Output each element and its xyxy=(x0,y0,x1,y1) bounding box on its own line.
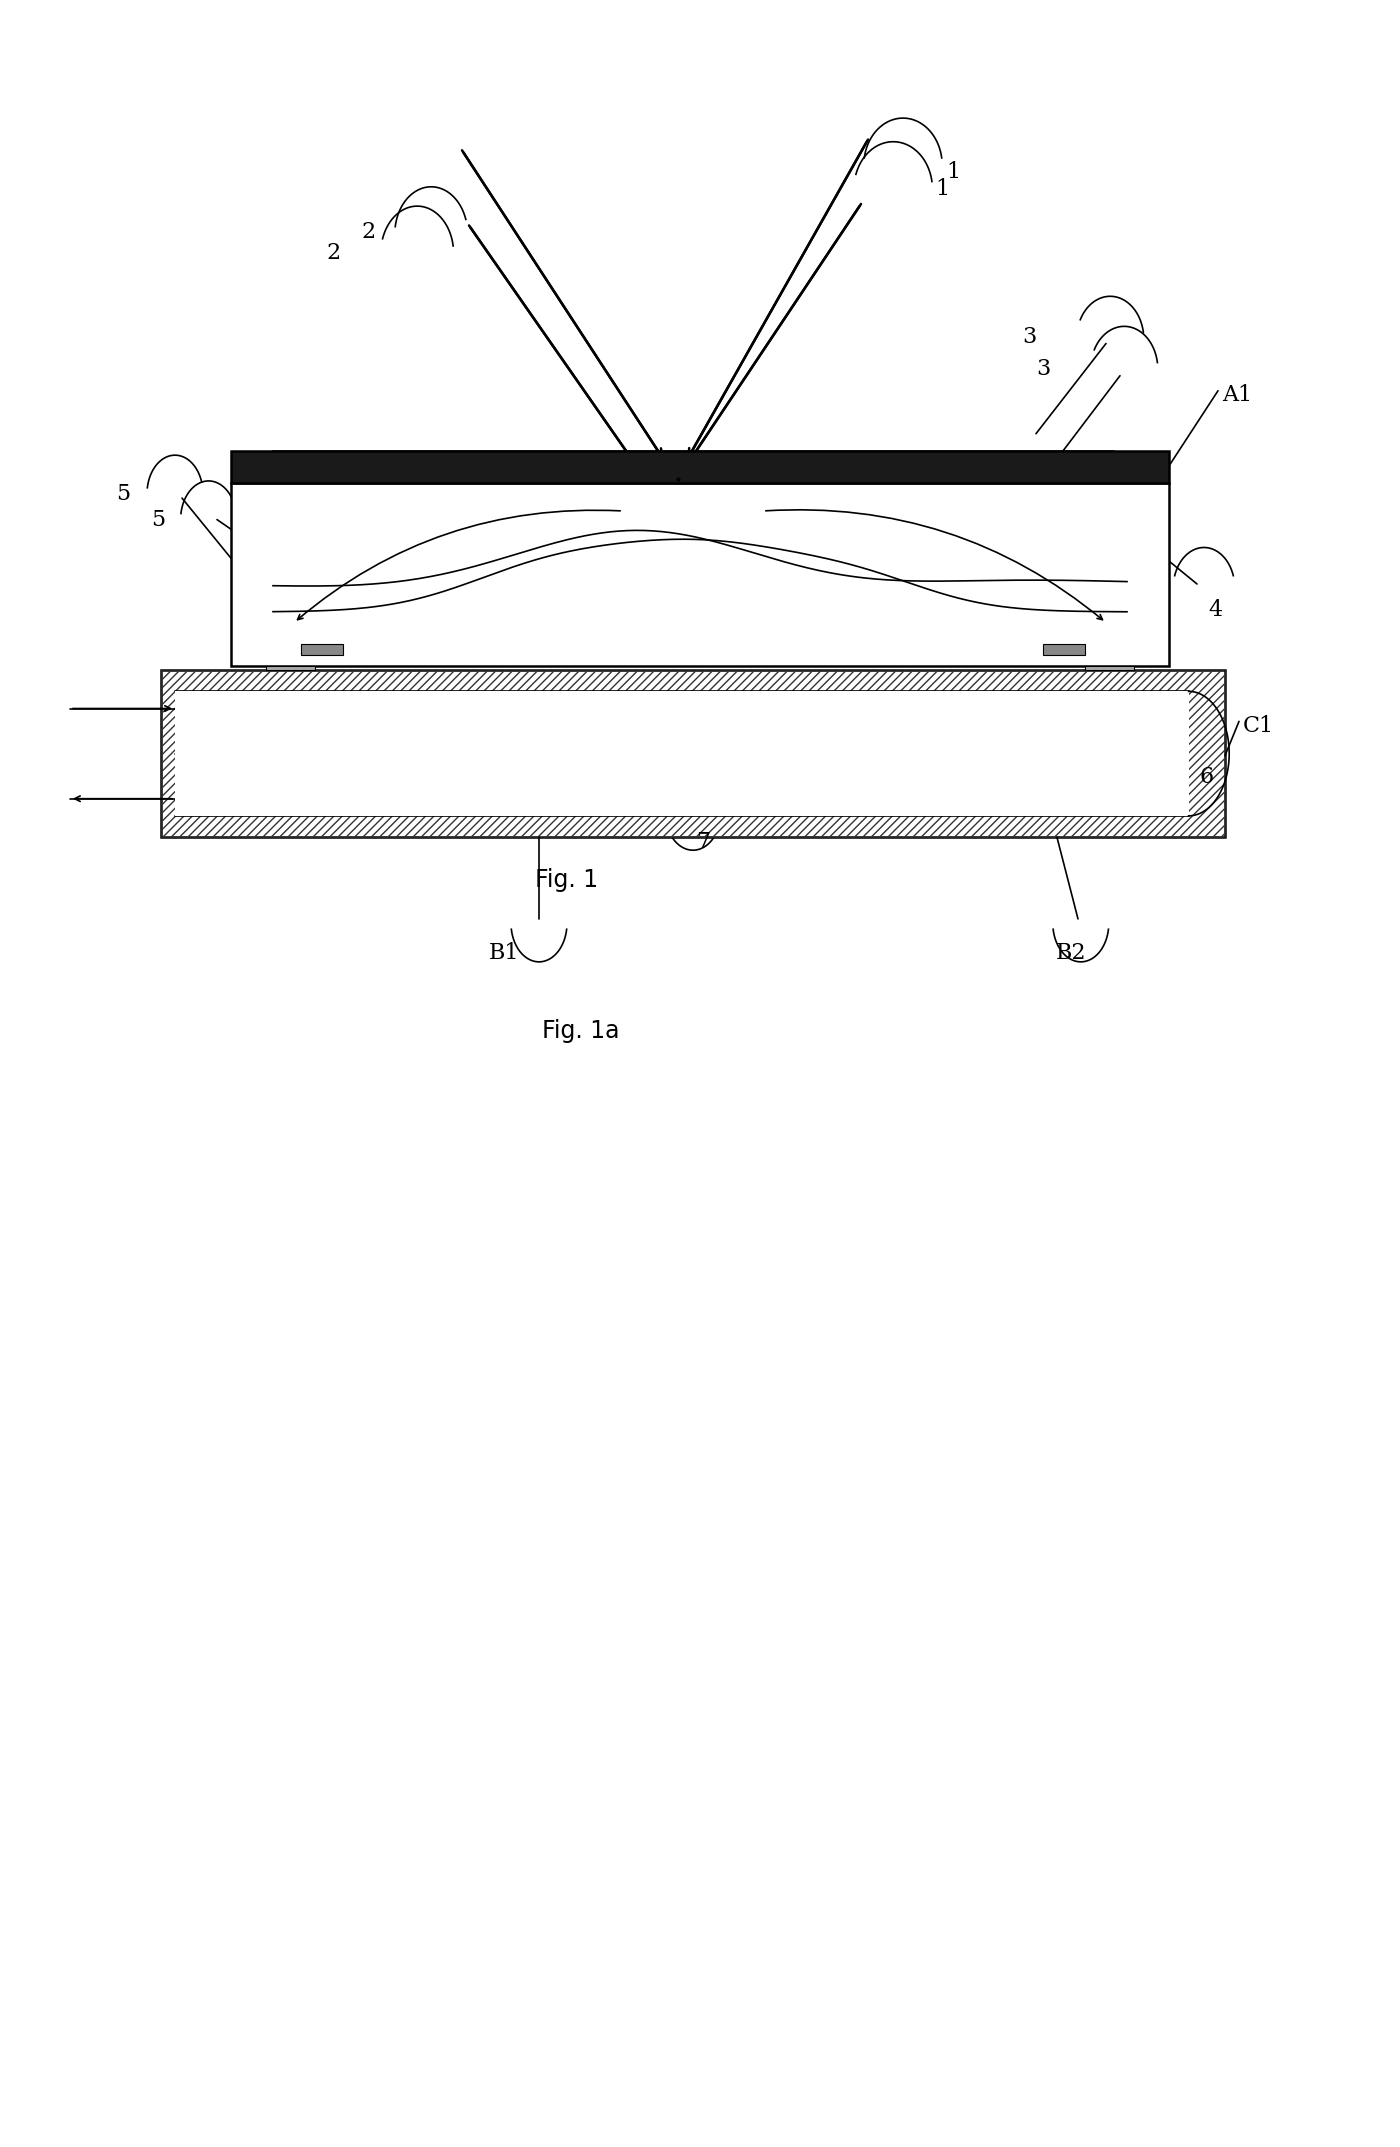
Polygon shape xyxy=(301,644,343,655)
Text: 3: 3 xyxy=(1022,326,1036,348)
Text: 7: 7 xyxy=(696,831,710,852)
Polygon shape xyxy=(273,655,1113,741)
Polygon shape xyxy=(231,483,1169,666)
Polygon shape xyxy=(161,670,1225,837)
Text: 6: 6 xyxy=(1200,766,1214,788)
Text: Fig. 1a: Fig. 1a xyxy=(542,1018,620,1043)
Text: 5: 5 xyxy=(151,509,165,530)
Text: Fig. 1: Fig. 1 xyxy=(535,867,599,893)
Text: 5: 5 xyxy=(116,483,130,505)
Text: 2: 2 xyxy=(326,243,340,264)
Polygon shape xyxy=(273,451,1113,479)
Text: B2: B2 xyxy=(1056,943,1086,964)
Text: 2: 2 xyxy=(361,221,375,243)
Polygon shape xyxy=(1085,666,1134,670)
Text: 4: 4 xyxy=(1208,599,1222,620)
Polygon shape xyxy=(175,691,1189,816)
Text: A1: A1 xyxy=(1222,384,1253,406)
Polygon shape xyxy=(231,451,1169,483)
Polygon shape xyxy=(266,666,315,670)
Text: C1: C1 xyxy=(1243,715,1274,736)
Text: 3: 3 xyxy=(1036,359,1050,380)
Polygon shape xyxy=(1043,644,1085,655)
Polygon shape xyxy=(273,479,1113,644)
Text: 1: 1 xyxy=(946,161,960,182)
Text: 1: 1 xyxy=(935,178,949,200)
Text: B1: B1 xyxy=(489,943,519,964)
